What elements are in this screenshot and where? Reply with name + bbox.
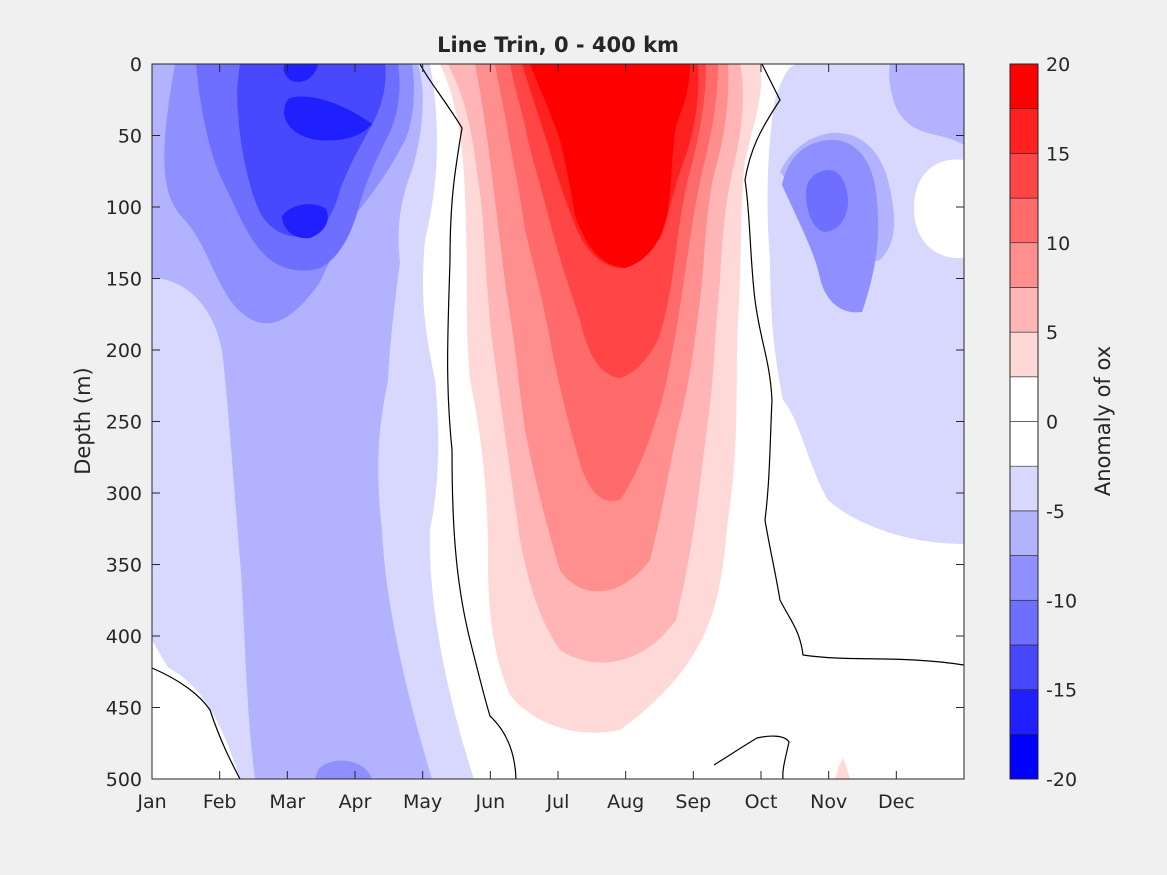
- y-tick-label: 350: [106, 555, 142, 577]
- x-tick-label: Jan: [136, 791, 166, 813]
- colorbar-scale: [1009, 63, 1039, 780]
- x-tick-label: Jul: [546, 791, 570, 813]
- y-tick-label: 200: [106, 340, 142, 362]
- plot-area: Jan Feb Mar Apr May Jun Jul Aug Sep Oct Nov Dec 0 50…: [106, 54, 965, 813]
- colorbar-tick-label: 10: [1046, 233, 1070, 255]
- contour-band: [806, 170, 848, 232]
- contour-band: [282, 64, 372, 239]
- y-tick-label: 100: [106, 197, 142, 219]
- colorbar-tick-label: 0: [1046, 412, 1058, 434]
- colorbar-block: [1009, 376, 1039, 422]
- zero-contour-line: [744, 64, 964, 666]
- colorbar-tick-label: -5: [1046, 501, 1065, 523]
- x-tick-label: May: [403, 791, 442, 813]
- colorbar-block: [1009, 153, 1039, 199]
- chart-title: Line Trin, 0 - 400 km: [437, 33, 679, 57]
- y-axis-label: Depth (m): [71, 367, 95, 474]
- contour-band: [914, 159, 964, 259]
- y-tick-label: 300: [106, 483, 142, 505]
- colorbar-block: [1009, 734, 1039, 780]
- colorbar-tick-label: -15: [1046, 680, 1077, 702]
- y-axis: 0 50 100 150 200 250 300 350 400 450 500: [106, 54, 964, 791]
- zero-contours: [152, 64, 964, 779]
- colorbar-tick-label: -20: [1046, 769, 1077, 791]
- colorbar-tick-label: 20: [1046, 54, 1070, 76]
- colorbar-block: [1009, 644, 1039, 690]
- x-tick-label: Nov: [810, 791, 847, 813]
- y-tick-label: 450: [106, 698, 142, 720]
- x-axis: Jan Feb Mar Apr May Jun Jul Aug Sep Oct Nov Dec: [136, 64, 915, 813]
- x-tick-label: Apr: [339, 791, 372, 813]
- colorbar-ticks: 20 15 10 5 0 -5 -10 -15 -20: [1046, 54, 1077, 791]
- y-tick-label: 150: [106, 269, 142, 291]
- contour-band: [237, 64, 386, 237]
- contour-fills: [152, 64, 964, 779]
- x-tick-label: Dec: [878, 791, 915, 813]
- zero-contour-line: [152, 667, 241, 779]
- colorbar-block: [1009, 108, 1039, 154]
- x-tick-label: Feb: [203, 791, 237, 813]
- zero-contour-line: [713, 735, 790, 779]
- x-tick-label: Oct: [745, 791, 778, 813]
- contour-band: [715, 737, 790, 779]
- colorbar-tick-label: -10: [1046, 590, 1077, 612]
- colorbar-border: [1009, 63, 1039, 780]
- x-tick-label: Sep: [675, 791, 711, 813]
- colorbar-block: [1009, 421, 1039, 467]
- contour-band: [530, 64, 690, 268]
- y-tick-label: 50: [118, 126, 142, 148]
- y-tick-label: 400: [106, 626, 142, 648]
- x-tick-label: Aug: [607, 791, 644, 813]
- colorbar-block: [1009, 242, 1039, 288]
- y-tick-label: 0: [130, 54, 142, 76]
- colorbar-block: [1009, 63, 1039, 109]
- colorbar-block: [1009, 599, 1039, 646]
- x-tick-label: Mar: [269, 791, 305, 813]
- colorbar-block: [1009, 689, 1039, 735]
- colorbar-block: [1009, 331, 1039, 378]
- y-tick-label: 500: [106, 769, 142, 791]
- colorbar-block: [1009, 555, 1039, 601]
- colorbar-tick-label: 5: [1046, 322, 1058, 344]
- colorbar-block: [1009, 197, 1039, 244]
- colorbar-block: [1009, 510, 1039, 556]
- colorbar: 20 15 10 5 0 -5 -10 -15 -20 Anomaly of ox: [1009, 54, 1115, 791]
- contour-band: [152, 64, 414, 779]
- colorbar-block: [1009, 465, 1039, 512]
- x-tick-label: Jun: [474, 791, 505, 813]
- colorbar-tick-label: 15: [1046, 143, 1070, 165]
- colorbar-label: Anomaly of ox: [1091, 346, 1115, 496]
- colorbar-block: [1009, 287, 1039, 333]
- y-tick-label: 250: [106, 412, 142, 434]
- zero-contour-line: [419, 64, 517, 779]
